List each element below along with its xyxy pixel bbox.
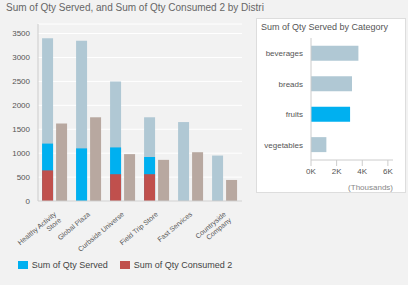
html-text:Sum of Qty Served, and Sum of: Sum of Qty Served, and Sum of Qty Consum… [6,2,264,13]
html-text:Sum of Qty Served: Sum of Qty Served [31,260,108,270]
svg-text:vegetables: vegetables [264,141,303,150]
svg-text:4K: 4K [357,167,367,176]
svg-text:0K: 0K [306,167,316,176]
svg-text:3000: 3000 [12,53,30,62]
svg-text:(Thousands): (Thousands) [348,183,393,192]
svg-text:2500: 2500 [12,77,30,86]
html-text:Sum of Qty Consumed 2: Sum of Qty Consumed 2 [133,260,233,270]
svg-text:Healthy ActivityStore: Healthy ActivityStore [16,210,62,252]
svg-text:1500: 1500 [12,125,30,134]
html-text:Sum of Qty Served by Category: Sum of Qty Served by Category [261,22,389,32]
svg-text:Field Trip Store: Field Trip Store [118,210,160,247]
svg-text:3500: 3500 [12,29,30,38]
svg-text:beverages: beverages [266,49,303,58]
svg-text:CountrysideCompany: CountrysideCompany [194,210,233,247]
svg-text:Fast Services: Fast Services [156,210,193,243]
svg-text:2K: 2K [332,167,342,176]
svg-text:6K: 6K [383,167,393,176]
svg-text:500: 500 [17,173,31,182]
svg-text:2000: 2000 [12,101,30,110]
svg-text:Curbside Universe: Curbside Universe [77,210,126,252]
svg-text:breads: breads [279,80,303,89]
svg-text:0: 0 [26,197,31,206]
svg-text:1000: 1000 [12,149,30,158]
svg-text:fruits: fruits [286,110,303,119]
svg-text:Global Plaza: Global Plaza [56,210,91,241]
